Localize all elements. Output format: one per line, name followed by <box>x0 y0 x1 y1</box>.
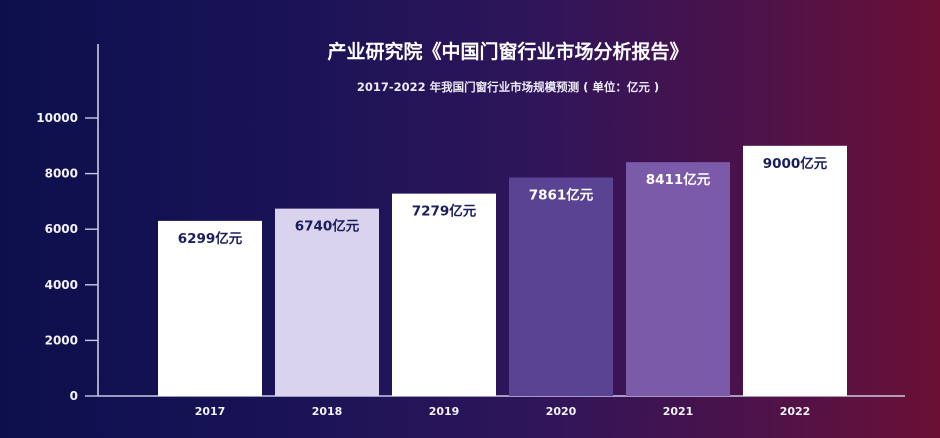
y-tick-label: 4000 <box>45 278 78 292</box>
x-axis-labels: 2017 2018 2019 2020 2021 2022 <box>195 405 811 418</box>
bar-2019 <box>392 193 496 396</box>
y-tick-label: 10000 <box>36 111 78 125</box>
x-tick-label-2021: 2021 <box>663 405 694 418</box>
bar-label-2022: 9000亿元 <box>763 155 828 172</box>
bar-2022 <box>743 145 847 396</box>
bar-label-2020: 7861亿元 <box>529 186 594 203</box>
bar-label-2018: 6740亿元 <box>295 218 360 235</box>
bars <box>158 145 847 396</box>
x-tick-label-2022: 2022 <box>780 405 811 418</box>
x-tick-label-2019: 2019 <box>429 405 460 418</box>
y-tick-label: 0 <box>70 389 78 403</box>
x-tick-label-2017: 2017 <box>195 405 226 418</box>
x-tick-label-2018: 2018 <box>312 405 343 418</box>
bar-2020 <box>509 177 613 396</box>
chart-subtitle: 2017-2022 年我国门窗行业市场规模预测 ( 单位：亿元 ) <box>357 80 659 94</box>
bar-labels: 6299亿元 6740亿元 7279亿元 7861亿元 8411亿元 9000亿元 <box>178 155 828 247</box>
bar-2021 <box>626 162 730 396</box>
chart-title: 产业研究院《中国门窗行业市场分析报告》 <box>327 40 688 63</box>
bar-label-2019: 7279亿元 <box>412 203 477 220</box>
y-tick-label: 6000 <box>45 222 78 236</box>
y-axis-ticks: 0 2000 4000 6000 8000 10000 <box>36 111 98 403</box>
bar-label-2017: 6299亿元 <box>178 230 243 247</box>
y-tick-label: 2000 <box>45 333 78 347</box>
bar-2018 <box>275 208 379 396</box>
bar-label-2021: 8411亿元 <box>646 171 711 188</box>
bar-2017 <box>158 220 262 396</box>
y-tick-label: 8000 <box>45 167 78 181</box>
x-tick-label-2020: 2020 <box>546 405 577 418</box>
